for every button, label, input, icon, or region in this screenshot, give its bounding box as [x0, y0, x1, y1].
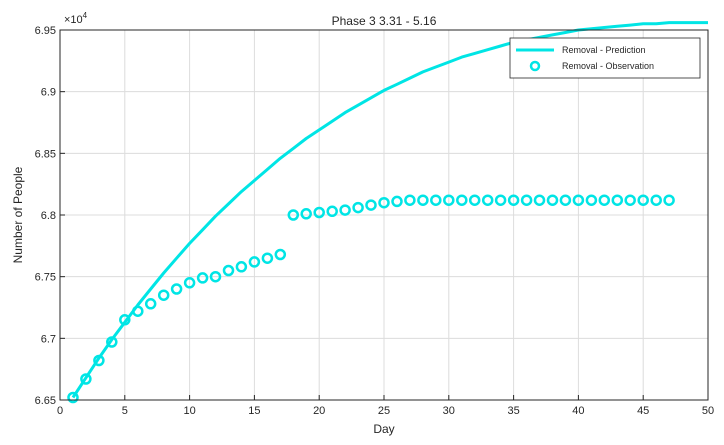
observation-point — [80, 373, 92, 385]
observation-point — [481, 194, 494, 206]
y-axis-label: Number of People — [11, 166, 25, 263]
observation-point — [624, 194, 636, 206]
x-axis-label: Day — [373, 422, 394, 436]
legend: Removal - Prediction Removal - Observati… — [509, 37, 701, 79]
observation-point — [144, 298, 157, 310]
observation-point — [196, 272, 209, 284]
observation-point — [611, 194, 624, 206]
observation-point — [365, 199, 377, 211]
observation-point — [222, 264, 235, 277]
chart-title: Phase 3 3.31 - 5.16 — [332, 14, 437, 28]
observation-point — [391, 195, 403, 208]
axis-ticks: 0 5 10 15 20 25 30 35 40 45 50 6.65 6.7 6.75 6.8 6.85 6.… — [35, 25, 715, 417]
y-axis-exponent: ×104 — [64, 11, 88, 26]
observation-point — [274, 248, 287, 261]
observation-point — [235, 261, 248, 273]
x-tick-label: 0 — [57, 405, 63, 417]
y-axis-exponent-power: 4 — [83, 11, 88, 20]
x-tick-label: 50 — [702, 405, 714, 417]
observation-point — [663, 194, 675, 206]
observation-point — [209, 270, 222, 283]
observation-point — [533, 194, 546, 206]
observation-point — [468, 194, 481, 206]
observation-point — [378, 196, 390, 209]
observation-point — [313, 206, 325, 219]
observation-point — [507, 194, 520, 206]
x-tick-label: 40 — [572, 405, 584, 417]
y-tick-label: 6.95 — [35, 25, 56, 37]
x-tick-label: 30 — [443, 405, 455, 417]
observation-point — [106, 336, 118, 348]
series-layer — [67, 21, 708, 404]
legend-marker-swatch — [529, 60, 541, 72]
observation-point — [585, 194, 598, 206]
observation-point — [248, 256, 261, 268]
y-axis-exponent-base: ×10 — [64, 14, 83, 26]
x-tick-label: 35 — [507, 405, 519, 417]
observation-point — [546, 194, 559, 206]
observation-point — [157, 289, 170, 301]
y-tick-label: 6.9 — [41, 87, 56, 99]
observation-point — [572, 194, 585, 206]
observation-point — [443, 194, 455, 206]
y-tick-label: 6.7 — [41, 333, 56, 345]
legend-label-prediction: Removal - Prediction — [562, 45, 646, 55]
observation-point — [183, 277, 196, 289]
x-tick-label: 45 — [637, 405, 649, 417]
observation-point — [637, 194, 649, 206]
x-tick-label: 10 — [183, 405, 195, 417]
observation-point — [132, 305, 144, 317]
x-tick-label: 5 — [122, 405, 128, 417]
legend-box — [509, 37, 701, 79]
observation-point — [119, 314, 131, 326]
observation-point — [417, 194, 429, 206]
x-tick-label: 20 — [313, 405, 325, 417]
y-tick-label: 6.75 — [35, 272, 56, 284]
x-tick-label: 25 — [378, 405, 390, 417]
grid — [59, 29, 709, 401]
observation-point — [326, 205, 338, 218]
prediction-line — [71, 21, 708, 399]
observation-point — [170, 283, 183, 295]
observation-point — [404, 194, 416, 206]
observation-point — [287, 209, 300, 221]
observation-point — [339, 204, 351, 216]
observation-point — [559, 194, 572, 206]
observation-point — [456, 194, 468, 206]
observation-point — [261, 252, 274, 264]
y-tick-label: 6.85 — [35, 148, 56, 160]
observation-point — [430, 194, 442, 206]
y-tick-label: 6.8 — [41, 210, 56, 222]
observation-point — [494, 194, 507, 206]
y-tick-label: 6.65 — [35, 395, 56, 407]
observation-point — [650, 194, 662, 206]
legend-label-observation: Removal - Observation — [562, 61, 654, 71]
x-tick-label: 15 — [248, 405, 260, 417]
observation-point — [300, 208, 312, 220]
observation-point — [352, 201, 364, 214]
observation-point — [67, 391, 79, 404]
observation-point — [93, 354, 105, 367]
observation-point — [520, 194, 533, 206]
observation-point — [598, 194, 611, 206]
